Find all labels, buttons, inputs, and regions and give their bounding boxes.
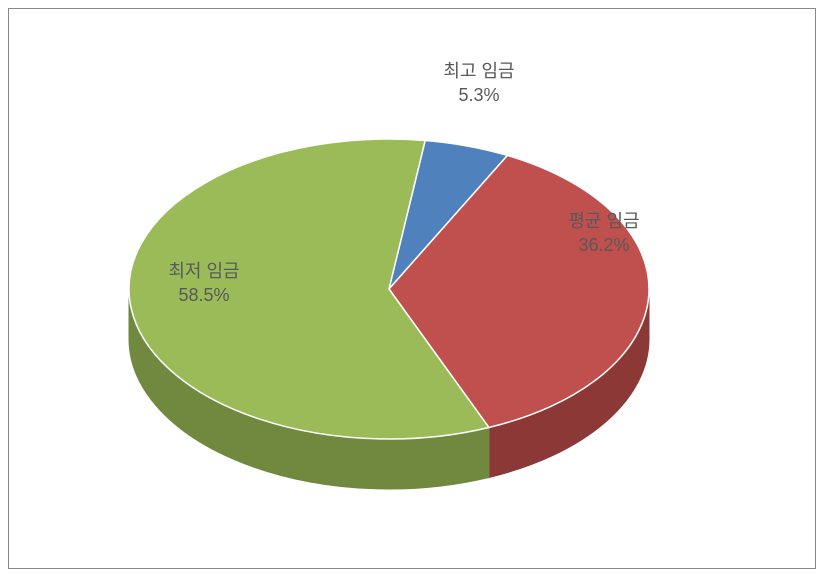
pie-svg <box>9 9 817 570</box>
slice-label-1: 평균 임금 36.2% <box>568 209 639 258</box>
slice-pct-1: 36.2% <box>568 233 639 257</box>
slice-label-0: 최고 임금 5.3% <box>443 59 514 108</box>
slice-name-1: 평균 임금 <box>568 209 639 233</box>
slice-name-2: 최저 임금 <box>168 259 239 283</box>
slice-label-2: 최저 임금 58.5% <box>168 259 239 308</box>
slice-pct-0: 5.3% <box>443 83 514 107</box>
pie-chart: 최고 임금 5.3% 평균 임금 36.2% 최저 임금 58.5% <box>9 9 815 568</box>
slice-pct-2: 58.5% <box>168 283 239 307</box>
slice-name-0: 최고 임금 <box>443 59 514 83</box>
